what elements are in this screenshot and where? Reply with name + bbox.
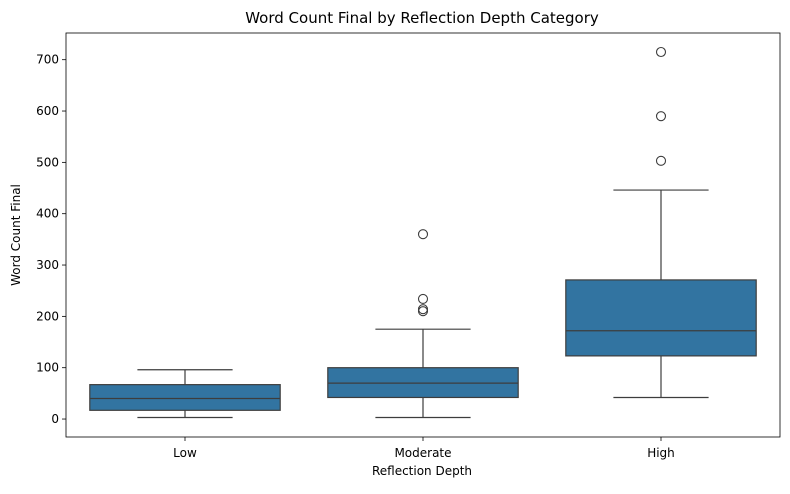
y-tick-label: 300 [36, 258, 59, 272]
y-tick-label: 400 [36, 207, 59, 221]
x-tick-label: High [647, 446, 675, 460]
outlier-point [417, 304, 429, 315]
box-group-moderate [327, 229, 519, 419]
y-tick-label: 600 [36, 104, 59, 118]
y-tick-label: 0 [51, 412, 59, 426]
outlier-point [417, 229, 429, 240]
box-iqr [89, 384, 281, 411]
chart-title: Word Count Final by Reflection Depth Cat… [245, 9, 599, 27]
y-axis-label: Word Count Final [9, 184, 23, 286]
box-group-low [89, 369, 281, 419]
x-tick-label: Low [173, 446, 197, 460]
box-group-high [565, 46, 757, 399]
y-tick-label: 200 [36, 309, 59, 323]
x-axis-label: Reflection Depth [372, 464, 472, 478]
y-tick-label: 100 [36, 361, 59, 375]
x-tick-label: Moderate [394, 446, 451, 460]
outlier-point [655, 155, 667, 166]
box-iqr [565, 279, 757, 357]
outlier-point [417, 306, 429, 317]
outlier-point [417, 293, 429, 304]
y-tick-label: 700 [36, 53, 59, 67]
y-tick-label: 500 [36, 155, 59, 169]
y-axis: 0 100 200 300 400 500 600 700 [36, 53, 66, 426]
outlier-point [655, 46, 667, 58]
plot-area [89, 46, 757, 419]
x-axis: Low Moderate High [173, 437, 675, 460]
outlier-point [655, 111, 667, 122]
